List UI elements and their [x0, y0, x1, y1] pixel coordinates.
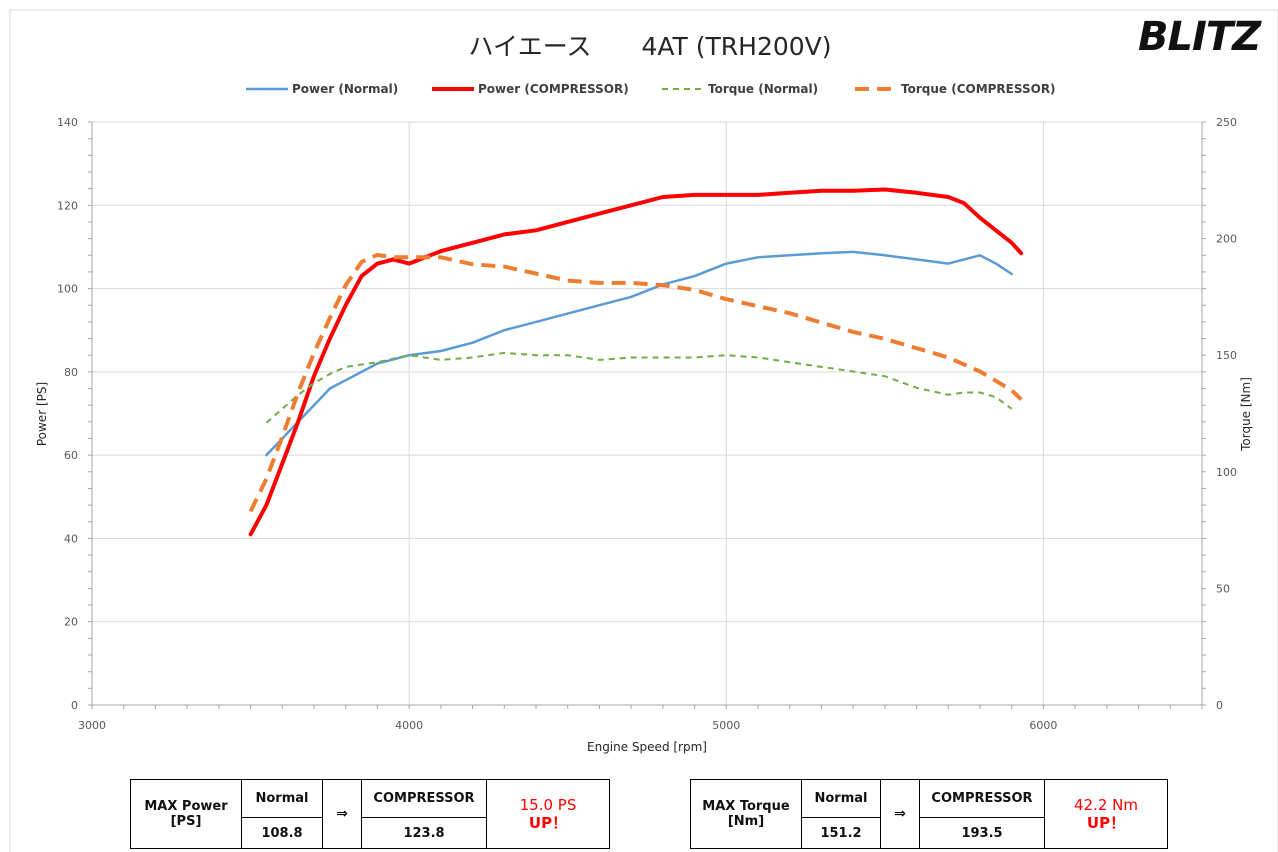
y-tick-label: 80	[64, 366, 78, 379]
max-power-label: MAX Power [PS]	[130, 779, 242, 849]
max-torque-normal-value: 151.2	[801, 817, 881, 849]
x-tick-label: 4000	[395, 719, 423, 732]
y-axis-title: Power [PS]	[35, 382, 49, 446]
y2-tick-label: 200	[1216, 233, 1237, 246]
max-power-compressor-header: COMPRESSOR	[361, 779, 487, 818]
y-tick-label: 20	[64, 616, 78, 629]
y2-tick-label: 150	[1216, 349, 1237, 362]
max-power-gain-suffix: UP！	[528, 814, 568, 832]
y2-tick-label: 100	[1216, 466, 1237, 479]
legend-label-3: Torque (Normal)	[708, 82, 818, 96]
series-line-4	[248, 252, 1023, 513]
max-torque-table: MAX Torque [Nm] Normal ⇒ COMPRESSOR 42.2…	[690, 779, 1168, 849]
max-power-arrow: ⇒	[322, 779, 362, 849]
y-tick-label: 0	[71, 699, 78, 712]
max-power-gain-cell: 15.0 PS UP！	[486, 779, 610, 849]
y2-tick-label: 250	[1216, 116, 1237, 129]
series-group	[248, 187, 1024, 537]
max-power-normal-value: 108.8	[241, 817, 323, 849]
max-power-table: MAX Power [PS] Normal ⇒ COMPRESSOR 15.0 …	[130, 779, 610, 849]
y-tick-label: 60	[64, 449, 78, 462]
legend-label-2: Power (COMPRESSOR)	[478, 82, 629, 96]
x-tick-label: 6000	[1029, 719, 1057, 732]
max-power-normal-header: Normal	[241, 779, 323, 818]
legend-label-1: Power (Normal)	[292, 82, 398, 96]
x-tick-label: 5000	[712, 719, 740, 732]
grid	[92, 121, 1202, 705]
max-torque-compressor-value: 193.5	[919, 817, 1045, 849]
y-tick-label: 120	[57, 199, 78, 212]
max-torque-gain-cell: 42.2 Nm UP！	[1044, 779, 1168, 849]
y2-tick-label: 50	[1216, 582, 1230, 595]
y-tick-label: 140	[57, 116, 78, 129]
max-torque-compressor-header: COMPRESSOR	[919, 779, 1045, 818]
max-torque-label: MAX Torque [Nm]	[690, 779, 802, 849]
axes: 0 20 40 60 80 100 120 140 3000 4000 5000 6000 0 50 100…	[57, 116, 1237, 732]
max-power-compressor-value: 123.8	[361, 817, 487, 849]
chart-border	[9, 9, 1278, 852]
max-torque-gain-suffix: UP！	[1086, 814, 1126, 832]
x-tick-label: 3000	[78, 719, 106, 732]
legend-label-4: Torque (COMPRESSOR)	[901, 82, 1056, 96]
blitz-logo: BLITZ	[1138, 14, 1261, 60]
chart-title: ハイエース 4AT (TRH200V)	[468, 32, 831, 61]
max-power-gain: 15.0 PS	[519, 796, 577, 814]
legend: Power (Normal) Power (COMPRESSOR) Torque (…	[246, 82, 1056, 96]
series-line-2	[248, 187, 1024, 537]
y-tick-label: 40	[64, 532, 78, 545]
max-torque-gain: 42.2 Nm	[1074, 796, 1138, 814]
max-torque-normal-header: Normal	[801, 779, 881, 818]
max-torque-arrow: ⇒	[880, 779, 920, 849]
series-line-1	[265, 250, 1013, 457]
y2-tick-label: 0	[1216, 699, 1223, 712]
y-tick-label: 100	[57, 283, 78, 296]
y2-axis-title: Torque [Nm]	[1239, 377, 1253, 452]
x-axis-title: Engine Speed [rpm]	[587, 740, 707, 754]
